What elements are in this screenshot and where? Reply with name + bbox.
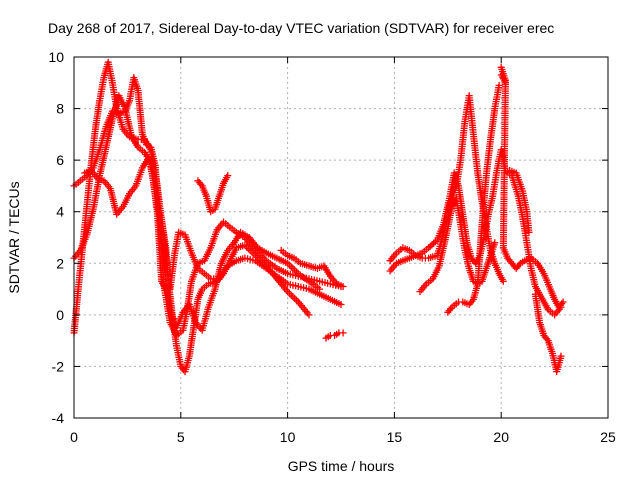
y-tick-label: -2: [52, 358, 65, 374]
x-tick-label: 20: [493, 429, 509, 445]
y-tick-label: 10: [48, 49, 64, 65]
series-track-12: [497, 63, 567, 311]
series-track-15: [506, 167, 533, 236]
data-point-markers: [497, 63, 567, 311]
data-point-markers: [194, 172, 232, 216]
y-tick-label: 6: [56, 152, 64, 168]
series-track-14: [531, 290, 565, 376]
x-tick-label: 0: [70, 429, 78, 445]
series-track-1: [70, 58, 313, 376]
plot-frame: [73, 56, 609, 419]
x-tick-label: 10: [280, 429, 296, 445]
series-track-6: [277, 246, 347, 290]
series-track-4: [81, 154, 324, 334]
y-tick-label: 2: [56, 255, 64, 271]
series-track-11: [444, 81, 503, 316]
data-point-markers: [444, 81, 503, 316]
y-tick-label: 8: [56, 101, 64, 117]
data-point-markers: [81, 154, 324, 334]
x-tick-label: 25: [600, 429, 616, 445]
data-point-markers: [416, 195, 499, 296]
y-tick-label: 0: [56, 307, 64, 323]
data-point-markers: [497, 71, 509, 87]
x-axis-label: GPS time / hours: [288, 458, 395, 474]
series-track-13: [497, 71, 509, 87]
x-tick-label: 5: [177, 429, 185, 445]
y-axis-label: SDTVAR / TECUs: [6, 181, 22, 293]
axis-ticks: [73, 56, 609, 419]
x-tick-labels: 0 5 10 15 20 25: [70, 429, 616, 445]
y-tick-label: -4: [52, 410, 65, 426]
y-tick-label: 4: [56, 204, 64, 220]
data-marks: [70, 58, 567, 376]
data-point-markers: [70, 58, 313, 376]
data-point-markers: [277, 246, 347, 290]
data-point-markers: [322, 329, 347, 342]
data-point-markers: [506, 167, 533, 236]
series-track-10: [416, 195, 499, 296]
chart-title: Day 268 of 2017, Sidereal Day-to-day VTE…: [48, 20, 554, 36]
series-track-7: [322, 329, 347, 342]
data-point-markers: [531, 290, 565, 376]
series-track-5: [194, 172, 232, 216]
x-tick-label: 15: [387, 429, 403, 445]
y-tick-labels: -4 -2 0 2 4 6 8 10: [48, 49, 64, 426]
